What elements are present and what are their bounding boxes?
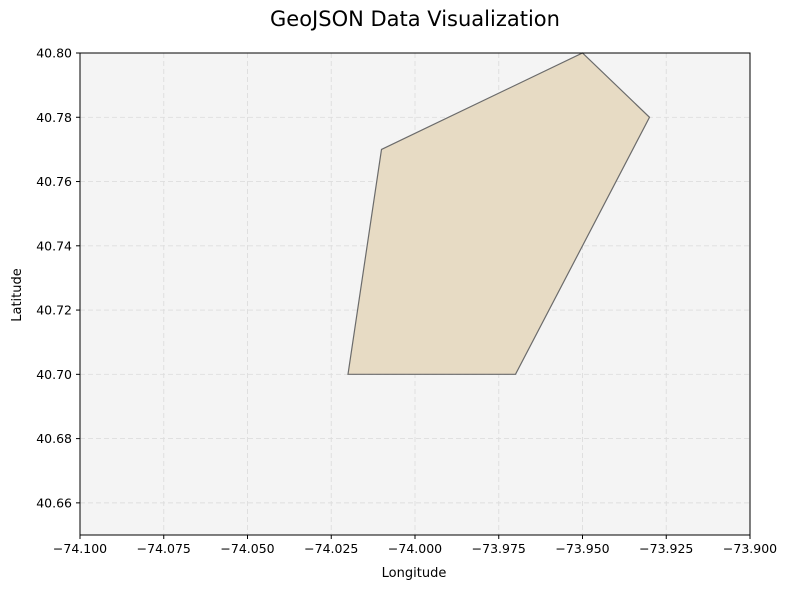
x-tick-label: −73.925 (639, 541, 693, 556)
y-tick-label: 40.74 (36, 238, 72, 253)
y-tick-label: 40.80 (36, 46, 72, 61)
y-tick-label: 40.72 (36, 303, 72, 318)
y-tick-label: 40.66 (36, 495, 72, 510)
y-axis-label: Latitude (10, 268, 25, 322)
y-tick-label: 40.68 (36, 431, 72, 446)
y-axis-ticks: 40.66 40.68 40.70 40.72 40.74 40.76 40.78 40.80 (36, 46, 80, 510)
y-tick-label: 40.78 (36, 110, 72, 125)
chart-title: GeoJSON Data Visualization (270, 7, 560, 31)
x-axis-ticks: −74.100 −74.075 −74.050 −74.025 −74.000 −73.9… (53, 535, 777, 556)
x-tick-label: −74.050 (220, 541, 274, 556)
x-tick-label: −74.000 (388, 541, 442, 556)
x-tick-label: −74.075 (137, 541, 191, 556)
x-tick-label: −74.100 (53, 541, 107, 556)
x-tick-label: −74.025 (304, 541, 358, 556)
polygon-layer (347, 52, 651, 375)
x-tick-label: −73.900 (723, 541, 777, 556)
y-tick-label: 40.76 (36, 174, 72, 189)
x-tick-label: −73.950 (555, 541, 609, 556)
x-tick-label: −73.975 (472, 541, 526, 556)
x-axis-label: Longitude (382, 566, 447, 581)
geojson-polygon (347, 52, 651, 375)
y-tick-label: 40.70 (36, 367, 72, 382)
